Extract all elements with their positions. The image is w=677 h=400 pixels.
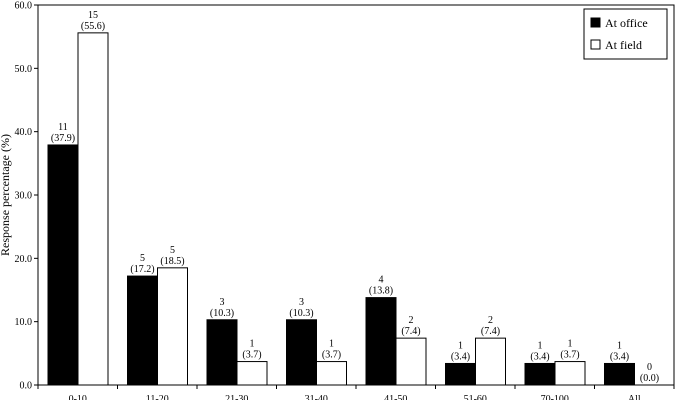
bar-percent-label: (10.3) [289, 308, 313, 319]
x-tick-label: 11-20 [146, 394, 169, 400]
bar-at-office [206, 319, 238, 386]
legend-box [583, 8, 668, 60]
x-tick-label: 21-30 [225, 394, 248, 400]
bar-percent-label: (3.4) [530, 351, 549, 362]
y-tick-label: 30.0 [15, 191, 33, 202]
bar-at-office [524, 362, 556, 386]
bar-count-label: 3 [299, 297, 304, 308]
bar-at-field [77, 32, 109, 386]
bar-percent-label: (3.7) [242, 350, 261, 361]
x-tick-label: 0-10 [69, 394, 87, 400]
y-axis-title: Response percentage (%) [0, 134, 12, 256]
legend-swatch-at-field [590, 39, 601, 50]
bar-percent-label: (7.4) [481, 326, 500, 337]
bar-percent-label: (3.4) [451, 351, 470, 362]
bar-at-field [236, 361, 268, 386]
x-tick-label: 51-60 [464, 394, 487, 400]
bar-count-label: 1 [568, 339, 573, 350]
bar-count-label: 1 [458, 340, 463, 351]
bar-at-field [554, 361, 586, 386]
bar-count-label: 3 [220, 297, 225, 308]
bar-percent-label: (37.9) [51, 133, 75, 144]
y-tick-label: 50.0 [15, 64, 33, 75]
bar-percent-label: (3.7) [560, 350, 579, 361]
bar-count-label: 15 [88, 10, 98, 21]
bar-percent-label: (0.0) [640, 373, 659, 384]
bar-percent-label: (55.6) [81, 21, 105, 32]
bar-at-office [365, 297, 397, 386]
bar-count-label: 1 [329, 339, 334, 350]
y-tick-label: 40.0 [15, 127, 33, 138]
bar-at-field [475, 337, 506, 386]
bar-at-field [316, 361, 347, 386]
bar-at-office [604, 362, 635, 386]
legend-swatch-at-office [590, 17, 601, 28]
bar-at-field [157, 267, 188, 386]
bar-percent-label: (18.5) [160, 256, 184, 267]
bar-count-label: 5 [140, 253, 145, 264]
y-tick-label: 60.0 [15, 1, 33, 12]
y-axis: 0.0 10.0 20.0 30.0 40.0 50.0 60.0 [15, 1, 38, 392]
x-tick-label: 70-100 [541, 394, 569, 400]
bar-count-label: 4 [379, 275, 384, 286]
bar-count-label: 5 [170, 245, 175, 256]
y-tick-label: 20.0 [15, 254, 33, 265]
legend-label-at-office: At office [605, 16, 648, 30]
bar-count-label: 2 [488, 315, 493, 326]
bar-percent-label: (7.4) [401, 326, 420, 337]
bar-at-office [445, 362, 476, 386]
x-axis: 0-10 11-20 21-30 31-40 41-50 51-60 70-100 All [37, 385, 675, 400]
bar-percent-label: (3.4) [610, 351, 629, 362]
y-tick-label: 10.0 [15, 317, 33, 328]
legend: At office At field [583, 8, 668, 60]
bar-at-office [286, 319, 317, 386]
x-tick-label: 31-40 [305, 394, 328, 400]
bar-count-label: 0 [647, 362, 652, 373]
bar-count-label: 11 [58, 122, 68, 133]
bar-count-label: 1 [538, 340, 543, 351]
bar-percent-label: (3.7) [322, 350, 341, 361]
bar-percent-label: (10.3) [210, 308, 234, 319]
bar-count-label: 1 [250, 339, 255, 350]
bar-count-label: 1 [617, 340, 622, 351]
x-tick-label: All [628, 394, 641, 400]
bar-at-office [47, 144, 79, 386]
y-tick-label: 0.0 [20, 381, 33, 392]
bar-at-field [395, 337, 427, 386]
legend-label-at-field: At field [605, 38, 642, 52]
bar-at-office [127, 275, 158, 386]
bar-percent-label: (17.2) [130, 264, 154, 275]
bar-percent-label: (13.8) [369, 286, 393, 297]
x-tick-label: 41-50 [384, 394, 407, 400]
bars [47, 32, 635, 386]
bar-labels: 11(37.9)15(55.6)5(17.2)5(18.5)3(10.3)1(3… [51, 10, 659, 384]
bar-count-label: 2 [409, 315, 414, 326]
